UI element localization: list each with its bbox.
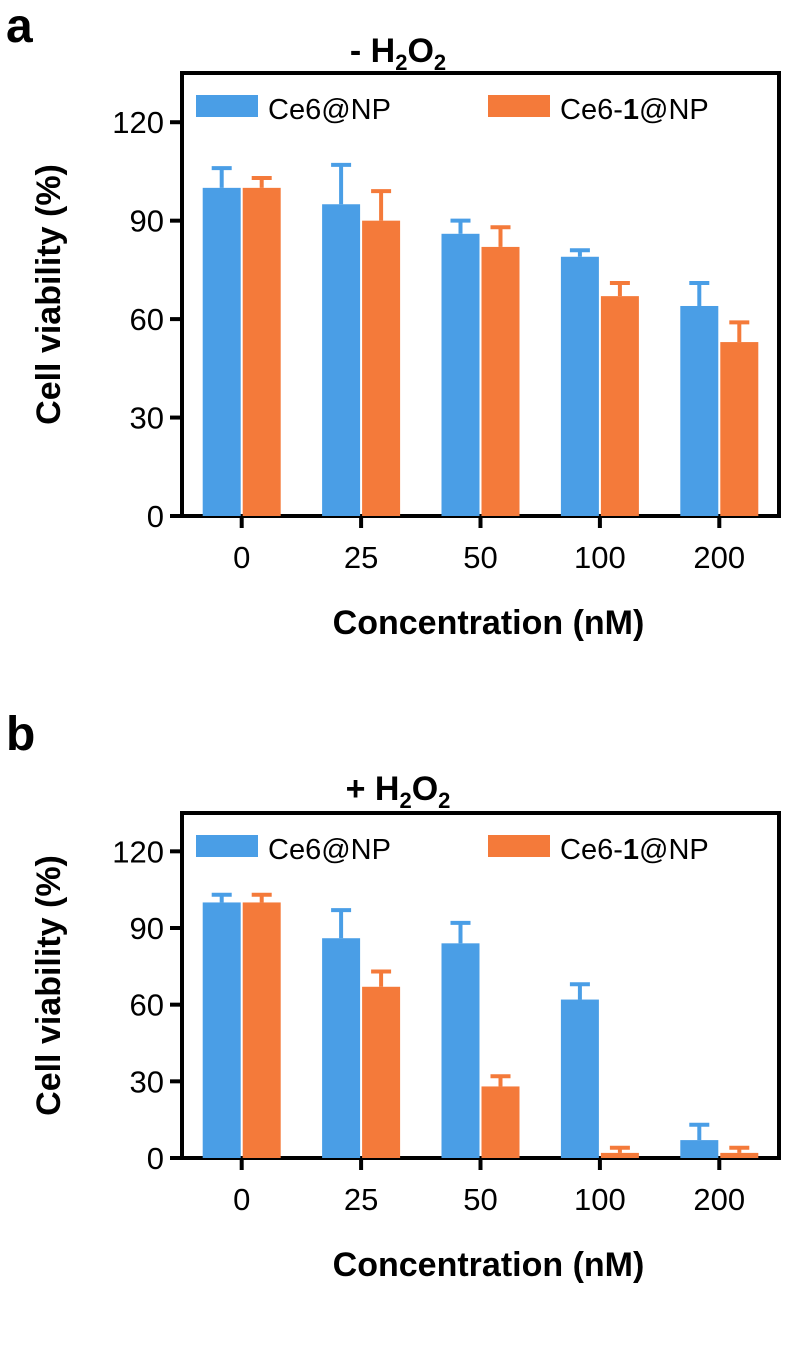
bar xyxy=(600,296,639,516)
x-axis-label: Concentration (nM) xyxy=(333,1246,645,1284)
y-tick-label: 30 xyxy=(130,401,164,436)
legend-label-text: Ce6@NP xyxy=(268,834,391,866)
title-o: O xyxy=(412,770,438,808)
x-axis-label: Concentration (nM) xyxy=(333,604,645,642)
legend-label-bold: 1 xyxy=(623,834,639,866)
title-prefix: + xyxy=(346,770,375,808)
bar xyxy=(680,305,719,516)
y-tick-label: 120 xyxy=(112,105,164,140)
legend-swatch xyxy=(196,95,258,117)
x-tick-label: 25 xyxy=(344,540,378,575)
bar xyxy=(362,220,401,516)
y-axis-label: Cell viability (%) xyxy=(30,855,68,1116)
x-tick-label: 200 xyxy=(693,1182,745,1217)
bar xyxy=(481,246,520,516)
legend-swatch xyxy=(196,835,258,857)
chart-title: - H2O2 xyxy=(350,32,446,75)
bar xyxy=(560,256,599,516)
bar xyxy=(202,902,241,1158)
legend-label: Ce6-1@NP xyxy=(560,834,709,866)
x-tick-label: 0 xyxy=(233,1182,250,1217)
panel-letter: b xyxy=(6,708,35,761)
bar xyxy=(322,204,361,516)
bar xyxy=(481,1086,520,1158)
title-o: O xyxy=(407,32,433,70)
y-axis-label: Cell viability (%) xyxy=(30,164,68,425)
legend-swatch xyxy=(488,835,550,857)
bar xyxy=(242,187,281,516)
x-tick-label: 50 xyxy=(463,1182,497,1217)
panel-letter: a xyxy=(6,0,33,53)
bar xyxy=(242,902,281,1158)
bar xyxy=(560,999,599,1158)
x-tick-label: 50 xyxy=(463,540,497,575)
x-tick-label: 0 xyxy=(233,540,250,575)
title-h: H xyxy=(371,32,396,70)
legend-label: Ce6@NP xyxy=(268,834,391,866)
x-tick-label: 100 xyxy=(574,540,626,575)
title-sub-1: 2 xyxy=(395,50,407,75)
y-tick-label: 0 xyxy=(147,1141,164,1176)
title-h: H xyxy=(375,770,400,808)
y-tick-label: 30 xyxy=(130,1064,164,1099)
title-prefix: - xyxy=(350,32,371,70)
y-tick-label: 90 xyxy=(130,204,164,239)
y-tick-label: 120 xyxy=(112,834,164,869)
bar xyxy=(322,938,361,1158)
y-tick-label: 60 xyxy=(130,302,164,337)
chart-title: + H2O2 xyxy=(346,770,451,813)
bar xyxy=(441,233,480,516)
bar xyxy=(720,342,759,516)
x-tick-label: 25 xyxy=(344,1182,378,1217)
legend-label: Ce6-1@NP xyxy=(560,94,709,126)
bar xyxy=(720,1152,759,1158)
title-sub-1: 2 xyxy=(399,788,411,813)
legend-label-text: Ce6- xyxy=(560,834,623,866)
legend-label: Ce6@NP xyxy=(268,94,391,126)
legend-swatch xyxy=(488,95,550,117)
y-tick-label: 60 xyxy=(130,988,164,1023)
x-tick-label: 200 xyxy=(693,540,745,575)
title-sub-2: 2 xyxy=(434,50,446,75)
bar xyxy=(600,1152,639,1158)
title-sub-2: 2 xyxy=(438,788,450,813)
legend-label-bold: 1 xyxy=(623,94,639,126)
x-tick-label: 100 xyxy=(574,1182,626,1217)
legend-label-text: Ce6- xyxy=(560,94,623,126)
legend-label-text: Ce6@NP xyxy=(268,94,391,126)
bar xyxy=(362,986,401,1158)
bar xyxy=(202,187,241,516)
bar xyxy=(441,943,480,1158)
y-tick-label: 0 xyxy=(147,499,164,534)
bar xyxy=(680,1140,719,1158)
legend-label-suffix: @NP xyxy=(639,834,709,866)
y-tick-label: 90 xyxy=(130,911,164,946)
legend-label-suffix: @NP xyxy=(639,94,709,126)
